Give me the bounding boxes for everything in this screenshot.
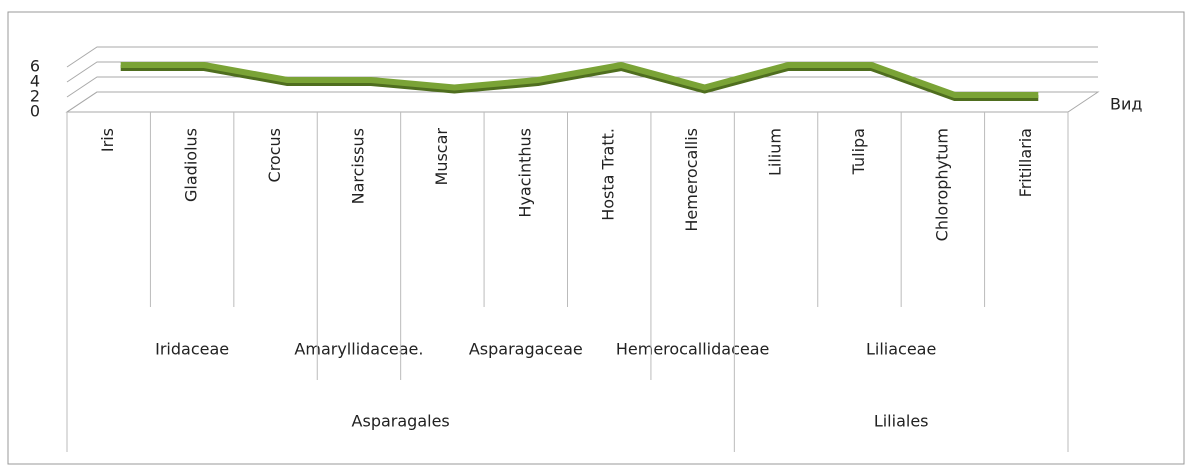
x-tick-label: Hyacinthus: [515, 128, 534, 218]
x-tick-label: Tulipa: [849, 128, 868, 175]
y-tick-label: 0: [30, 102, 40, 121]
x-tick-label: Chlorophytum: [932, 128, 951, 241]
x-tick-label: Crocus: [265, 128, 284, 182]
y-tick-label: 2: [30, 87, 40, 106]
y-tick-label: 6: [30, 57, 40, 76]
x-tick-label: Fritillaria: [1016, 128, 1035, 197]
x-tick-label: Lilium: [766, 128, 785, 176]
x-tick-label: Gladiolus: [182, 128, 201, 202]
supergroup-label: Liliales: [874, 412, 929, 431]
x-tick-label: Narcissus: [348, 128, 367, 204]
x-tick-label: Hosta Tratt.: [599, 128, 618, 221]
group-label: Amaryllidaceae.: [294, 340, 423, 359]
chart-border: [7, 11, 1185, 465]
x-tick-label: Muscar: [432, 128, 451, 186]
group-label: Iridaceae: [155, 340, 229, 359]
group-label: Liliaceae: [866, 340, 936, 359]
supergroup-label: Asparagales: [352, 412, 450, 431]
x-tick-label: Hemerocallis: [682, 128, 701, 232]
group-label: Asparagaceae: [469, 340, 583, 359]
y-tick-label: 4: [30, 72, 40, 91]
x-tick-label: Iris: [98, 128, 117, 152]
grid-line: [66, 46, 1098, 68]
grid-line: [66, 61, 1098, 83]
series-label: Вид: [1110, 95, 1142, 114]
grid-line: [66, 91, 1098, 113]
group-label: Hemerocallidaceae: [616, 340, 770, 359]
series-line: [120, 62, 1039, 98]
